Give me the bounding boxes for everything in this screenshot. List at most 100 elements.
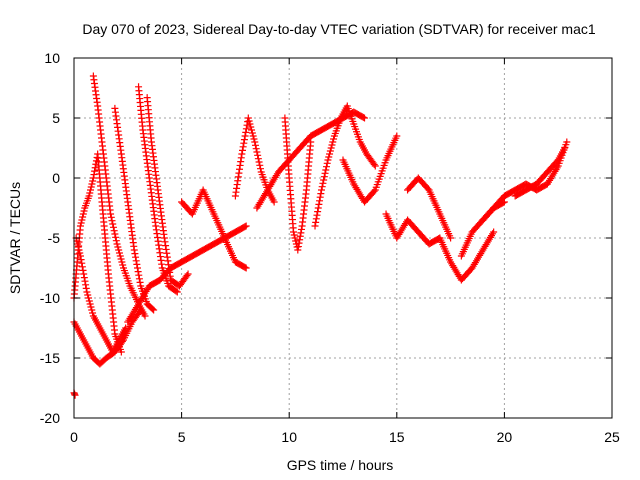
data-point [75, 246, 83, 254]
data-point [115, 249, 123, 257]
data-point [328, 141, 336, 149]
data-point [296, 232, 304, 240]
data-point [79, 210, 87, 218]
data-point [490, 228, 498, 236]
data-point [133, 264, 141, 272]
data-point [250, 135, 258, 143]
data-point [326, 150, 334, 158]
series-arc-21 [511, 144, 569, 200]
data-point [359, 113, 367, 121]
x-tick-label: 25 [604, 429, 620, 445]
series-arc-15 [339, 132, 401, 206]
data-point [257, 165, 265, 173]
series-arc-13 [281, 114, 315, 254]
data-point [107, 210, 115, 218]
data-point [78, 216, 86, 224]
data-point [371, 162, 379, 170]
data-point [117, 348, 125, 356]
data-point [248, 126, 256, 134]
series-arc-06 [111, 104, 158, 314]
y-tick-label: -20 [40, 410, 60, 426]
data-point [318, 183, 326, 191]
series-arc-10 [178, 186, 250, 272]
data-point [424, 185, 432, 193]
data-point [323, 159, 331, 167]
data-point [294, 243, 302, 251]
series-arc-17 [404, 174, 455, 242]
data-point [130, 246, 138, 254]
data-point [329, 138, 337, 146]
data-point [112, 233, 120, 241]
tick-layer: 0 5 10 15 20 25 -20 -15 -10 -5 0 5 10 [40, 50, 620, 445]
data-point [241, 263, 249, 271]
data-point [321, 169, 329, 177]
data-point [311, 222, 319, 230]
data-point [80, 270, 88, 278]
data-point [74, 240, 82, 248]
data-point [239, 146, 247, 154]
data-point [320, 176, 328, 184]
data-point [241, 132, 249, 140]
data-point [86, 189, 94, 197]
data-point [317, 186, 325, 194]
data-point [561, 144, 569, 152]
data-point [131, 250, 139, 258]
y-tick-label: -5 [48, 230, 61, 246]
y-axis-label: SDTVAR / TECUs [7, 182, 23, 294]
data-point [172, 287, 180, 295]
data-point [361, 114, 369, 122]
data-point [563, 138, 571, 146]
data-point [79, 266, 87, 274]
data-point [116, 252, 124, 260]
data-point [393, 132, 401, 140]
data-point [113, 240, 121, 248]
data-point [253, 148, 261, 156]
data-point [112, 237, 120, 245]
data-point [294, 246, 302, 254]
data-point [325, 153, 333, 161]
data-point [87, 303, 95, 311]
data-point [245, 117, 253, 125]
data-point [247, 123, 255, 131]
data-point [83, 288, 91, 296]
data-point [80, 274, 88, 282]
data-point [109, 220, 117, 228]
data-point [242, 128, 250, 136]
data-point [107, 213, 115, 221]
data-point [135, 275, 143, 283]
data-point [312, 218, 320, 226]
chart-title: Day 070 of 2023, Sidereal Day-to-day VTE… [82, 21, 595, 37]
data-point [91, 164, 99, 172]
data-point [77, 256, 85, 264]
data-point [323, 163, 331, 171]
data-point [135, 271, 143, 279]
data-point [78, 263, 86, 271]
data-point [241, 223, 249, 231]
data-point [86, 300, 94, 308]
data-point [322, 166, 330, 174]
x-tick-label: 0 [70, 429, 78, 445]
data-point [242, 264, 250, 272]
data-point [319, 179, 327, 187]
data-point [290, 231, 298, 239]
data-point [447, 234, 455, 242]
data-point [254, 155, 262, 163]
data-point [111, 230, 119, 238]
data-point [240, 139, 248, 147]
data-point [73, 237, 81, 245]
data-point [316, 197, 324, 205]
data-point [110, 227, 118, 235]
data-point [76, 249, 84, 257]
data-point [132, 257, 140, 265]
y-tick-label: -15 [40, 350, 60, 366]
data-point [244, 114, 252, 122]
series-arc-09 [124, 222, 250, 326]
data-point [254, 151, 262, 159]
data-point [326, 147, 334, 155]
data-point [86, 186, 94, 194]
data-point [327, 144, 335, 152]
data-point [88, 180, 96, 188]
data-point [91, 167, 99, 175]
